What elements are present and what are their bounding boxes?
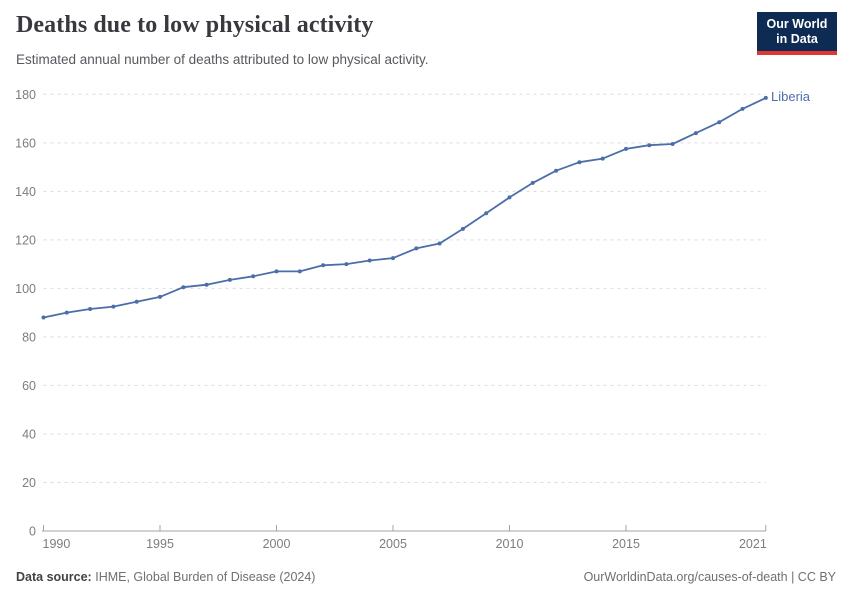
- data-point[interactable]: [227, 277, 232, 282]
- x-axis-tick-label: 2021: [739, 537, 767, 551]
- data-point[interactable]: [414, 246, 419, 251]
- data-point[interactable]: [554, 168, 559, 173]
- series-line-liberia[interactable]: [42, 97, 767, 319]
- data-point[interactable]: [647, 143, 652, 148]
- data-point[interactable]: [600, 156, 605, 161]
- data-point[interactable]: [484, 211, 489, 216]
- data-point[interactable]: [41, 315, 46, 320]
- data-point[interactable]: [134, 299, 139, 304]
- data-point[interactable]: [88, 307, 93, 311]
- page-title: Deaths due to low physical activity: [16, 12, 374, 38]
- data-point[interactable]: [693, 131, 698, 136]
- y-axis-tick-label: 20: [22, 476, 36, 490]
- y-axis-tick-label: 80: [22, 330, 36, 344]
- data-point[interactable]: [507, 195, 512, 200]
- data-point[interactable]: [297, 269, 302, 274]
- data-point[interactable]: [64, 310, 69, 315]
- chart-footer: Data source: IHME, Global Burden of Dise…: [16, 570, 836, 584]
- data-source-note: Data source: IHME, Global Burden of Dise…: [16, 570, 315, 584]
- data-source-label: Data source:: [16, 570, 92, 584]
- y-axis-tick-label: 120: [15, 233, 36, 247]
- license-credit[interactable]: OurWorldinData.org/causes-of-death | CC …: [583, 570, 836, 584]
- owid-logo-line1: Our World: [766, 17, 828, 31]
- y-axis-tick-label: 140: [15, 185, 36, 199]
- data-point[interactable]: [763, 95, 768, 100]
- chart-subtitle: Estimated annual number of deaths attrib…: [16, 52, 429, 67]
- y-axis-tick-label: 0: [29, 525, 36, 539]
- y-axis-tick-label: 60: [22, 379, 36, 393]
- x-axis-tick-label: 2015: [612, 537, 640, 551]
- data-point[interactable]: [460, 226, 465, 231]
- data-point[interactable]: [158, 294, 162, 299]
- data-point[interactable]: [321, 263, 326, 268]
- data-source-text: IHME, Global Burden of Disease (2024): [95, 570, 316, 584]
- data-point[interactable]: [740, 106, 745, 111]
- data-point[interactable]: [181, 285, 186, 290]
- data-point[interactable]: [251, 274, 256, 279]
- y-axis-tick-label: 100: [15, 282, 36, 296]
- data-point[interactable]: [344, 262, 349, 267]
- data-point[interactable]: [367, 258, 372, 263]
- y-axis-tick-label: 180: [15, 88, 36, 102]
- x-axis-tick-label: 1990: [43, 537, 71, 551]
- owid-logo-line2: in Data: [776, 32, 818, 46]
- data-point[interactable]: [437, 241, 442, 246]
- y-axis-tick-label: 40: [22, 427, 36, 441]
- data-point[interactable]: [111, 304, 116, 309]
- data-point[interactable]: [624, 146, 628, 151]
- data-point[interactable]: [530, 180, 535, 185]
- data-point[interactable]: [274, 269, 279, 274]
- x-axis-tick-label: 1995: [146, 537, 174, 551]
- data-point[interactable]: [391, 256, 395, 261]
- data-point[interactable]: [577, 160, 582, 165]
- data-point[interactable]: [204, 282, 209, 287]
- y-axis-tick-label: 160: [15, 136, 36, 150]
- x-axis-tick-label: 2010: [496, 537, 524, 551]
- series-entity-label[interactable]: Liberia: [771, 89, 811, 104]
- x-axis-tick-label: 2005: [379, 537, 407, 551]
- x-axis-tick-label: 2000: [263, 537, 291, 551]
- owid-logo[interactable]: Our World in Data: [757, 12, 837, 55]
- data-point[interactable]: [717, 120, 722, 125]
- data-point[interactable]: [670, 142, 675, 146]
